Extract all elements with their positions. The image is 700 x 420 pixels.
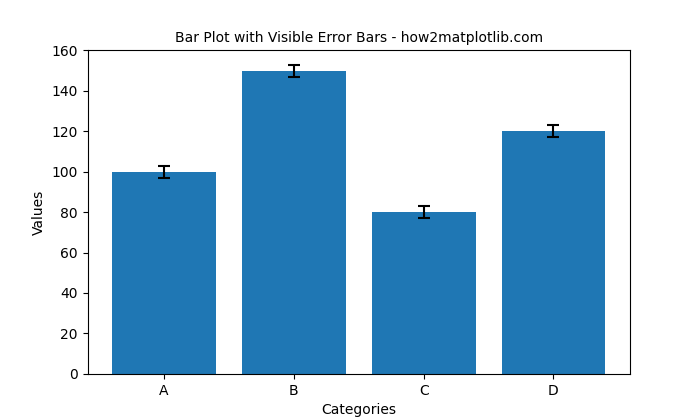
Bar (242, 71, 346, 374)
Bar (501, 131, 606, 374)
Y-axis label: Values: Values (32, 189, 46, 235)
X-axis label: Categories: Categories (321, 403, 396, 417)
Bar (112, 172, 216, 374)
Title: Bar Plot with Visible Error Bars - how2matplotlib.com: Bar Plot with Visible Error Bars - how2m… (175, 31, 542, 45)
Bar (372, 212, 475, 374)
